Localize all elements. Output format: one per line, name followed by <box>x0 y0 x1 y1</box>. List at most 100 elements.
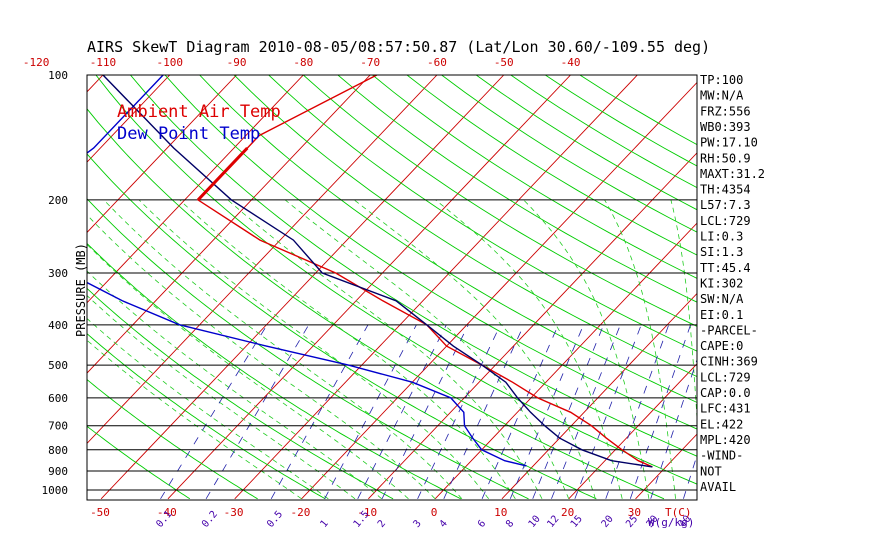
dry-adiabat <box>233 75 697 378</box>
index-label: PW:17.10 <box>700 136 758 150</box>
isotherm-line <box>434 222 697 500</box>
index-label: KI:302 <box>700 276 743 290</box>
legend-ambient: Ambient Air Temp <box>117 102 281 122</box>
index-label: TT:45.4 <box>700 261 751 275</box>
pressure-tick-label: 800 <box>48 444 68 457</box>
top-temp-tick-label: -80 <box>293 56 313 69</box>
index-label: SW:N/A <box>700 292 744 306</box>
top-temp-ticks: -120 -110 -100 -90 -80 -70 -60 -50 -40 <box>23 56 581 69</box>
mixing-ratio-line <box>357 324 447 499</box>
dry-adiabat <box>87 108 665 500</box>
tropopause-segment <box>196 147 249 201</box>
moist-adiabat <box>670 199 697 425</box>
index-label: FRZ:556 <box>700 104 751 118</box>
index-label: SI:1.3 <box>700 245 743 259</box>
index-label: LCL:729 <box>700 370 751 384</box>
moist-adiabat <box>523 199 650 499</box>
index-label: LCL:729 <box>700 214 751 228</box>
index-label: MAXT:31.2 <box>700 167 765 181</box>
isotherm-line <box>87 75 171 163</box>
index-label: MW:N/A <box>700 89 744 103</box>
index-label: -PARCEL- <box>700 323 758 337</box>
moist-adiabat <box>87 243 409 500</box>
index-label: MPL:420 <box>700 433 751 447</box>
index-label: LFC:431 <box>700 402 751 416</box>
isotherm-line <box>167 75 571 500</box>
mixing-ratio-line <box>270 324 369 499</box>
dry-adiabat <box>337 75 697 303</box>
top-temp-tick-label: -110 <box>90 56 117 69</box>
top-temp-tick-label: -90 <box>227 56 247 69</box>
bottom-temp-tick-label: -50 <box>90 506 110 519</box>
dry-adiabat <box>87 425 191 500</box>
index-label: NOT <box>700 464 722 478</box>
index-label: AVAIL <box>700 480 736 494</box>
moist-adiabat <box>227 199 543 499</box>
top-temp-tick-label: -70 <box>360 56 380 69</box>
dry-adiabat <box>87 242 462 500</box>
index-label: LI:0.3 <box>700 230 743 244</box>
isotherm-line <box>87 75 438 445</box>
isotherm-line <box>87 75 371 374</box>
mixing-ratio-label: 1 <box>318 518 330 530</box>
chart-title: AIRS SkewT Diagram 2010-08-05/08:57:50.8… <box>87 38 710 56</box>
moist-adiabat <box>435 199 623 499</box>
pressure-tick-label: 1000 <box>42 484 69 497</box>
isotherm-line <box>501 292 697 500</box>
mixing-ratio-label: 6 <box>476 518 488 530</box>
bottom-temp-tick-label: 30 <box>628 506 641 519</box>
dry-adiabat <box>406 75 697 256</box>
mixing-ratio-line <box>417 324 501 499</box>
top-temp-tick-label: -100 <box>157 56 184 69</box>
dry-adiabat <box>87 153 597 500</box>
x-unit-label: T(C) <box>665 506 692 519</box>
index-label: RH:50.9 <box>700 151 751 165</box>
moist-adiabat <box>284 199 570 499</box>
moist-adiabat <box>87 317 329 500</box>
pressure-tick-label: 700 <box>48 420 68 433</box>
pressure-tick-label: 500 <box>48 359 68 372</box>
mixing-ratio-label: 3 <box>411 518 423 530</box>
top-temp-tick-label: -60 <box>427 56 447 69</box>
moist-adiabat <box>179 199 516 499</box>
pressure-tick-label: 400 <box>48 319 68 332</box>
plot-frame <box>86 74 698 501</box>
bottom-temp-tick-label: -30 <box>224 506 244 519</box>
dry-adiabat <box>87 378 258 500</box>
mixing-unit-label: W(g/kg) <box>648 516 694 529</box>
isotherm-line <box>87 75 304 304</box>
isotherm-line <box>234 75 638 500</box>
mixing-ratio-line <box>381 324 469 499</box>
dry-adiabat <box>372 75 697 279</box>
dry-adiabat <box>87 198 529 500</box>
dry-adiabat <box>303 75 697 327</box>
bottom-temp-tick-label: -40 <box>157 506 177 519</box>
dry-adiabat <box>199 75 697 403</box>
mixing-ratio-label: 8 <box>504 518 516 530</box>
parcel-path <box>102 75 653 468</box>
moist-adiabat <box>87 214 436 500</box>
top-temp-tick-label: -50 <box>494 56 514 69</box>
dry-adiabat <box>95 75 697 485</box>
index-label: L57:7.3 <box>700 198 751 212</box>
bottom-temp-tick-label: -10 <box>357 506 377 519</box>
index-label: WB0:393 <box>700 120 751 134</box>
index-label: TP:100 <box>700 73 743 87</box>
moist-adiabat <box>353 199 596 499</box>
bottom-temp-ticks: -50 -40 -30 -20 -10 0 10 20 30 <box>90 506 641 519</box>
pressure-labels: 100 200 300 400 500 600 700 800 900 1000 <box>42 69 69 497</box>
pressure-tick-label: 900 <box>48 465 68 478</box>
isotherm-line <box>568 363 697 500</box>
profiles <box>87 75 653 468</box>
dry-adiabat <box>164 75 697 430</box>
bottom-temp-tick-label: 20 <box>561 506 574 519</box>
bottom-temp-tick-label: 10 <box>494 506 507 519</box>
index-label: CINH:369 <box>700 355 758 369</box>
moist-adiabat <box>87 295 356 500</box>
dry-adiabat <box>268 75 697 352</box>
pressure-tick-label: 300 <box>48 267 68 280</box>
y-axis-label: PRESSURE (MB) <box>74 243 88 337</box>
index-label: EL:422 <box>700 417 743 431</box>
